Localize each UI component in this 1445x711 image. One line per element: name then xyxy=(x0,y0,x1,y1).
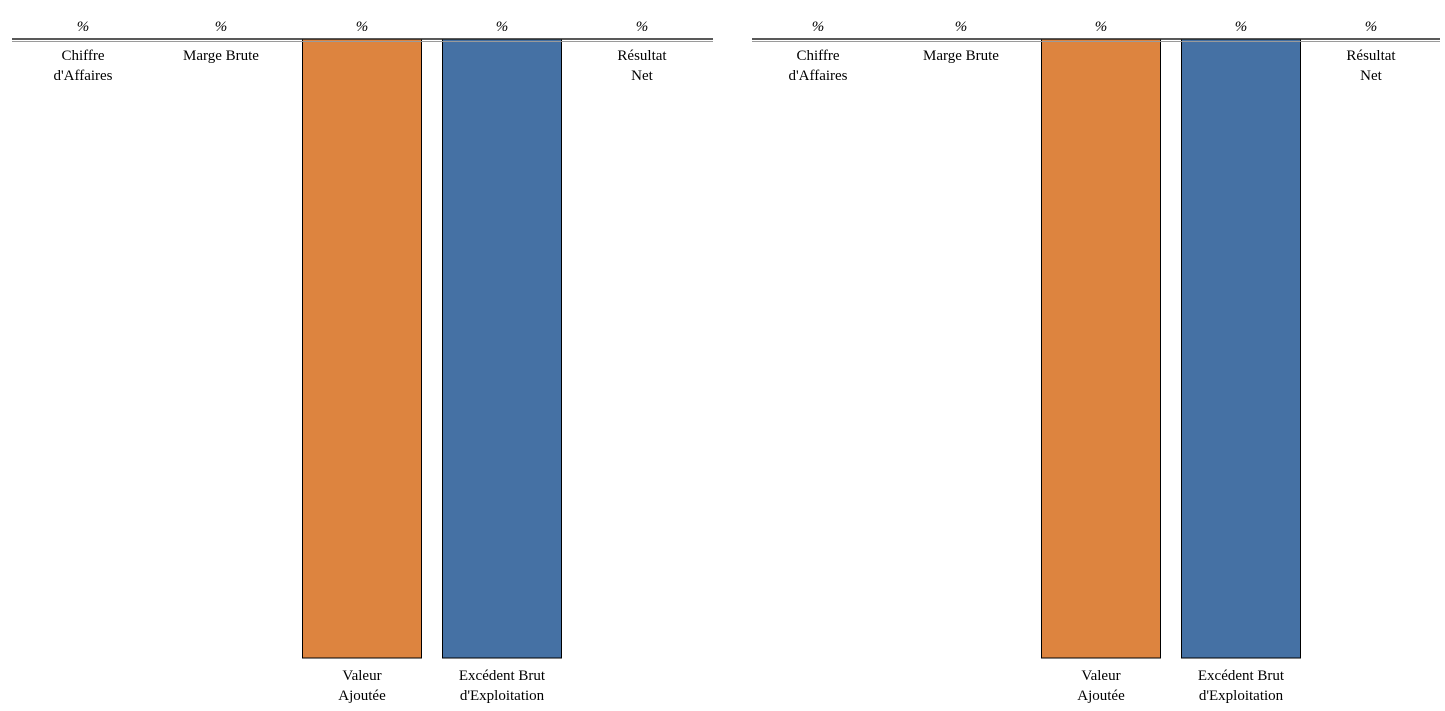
category-label-line: d'Affaires xyxy=(788,68,847,84)
category-label-line: Marge Brute xyxy=(923,48,999,64)
value-label: % xyxy=(955,19,968,35)
value-label: % xyxy=(1235,19,1248,35)
chart-right: % Chiffre d'Affaires% Marge Brute% Valeur Ajo… xyxy=(752,19,1440,704)
category-label: Valeur Ajoutée xyxy=(338,668,386,704)
bar xyxy=(442,38,562,659)
value-label: % xyxy=(356,19,369,35)
category-label-line: Excédent Brut xyxy=(459,668,546,684)
value-label: % xyxy=(636,19,649,35)
category-label-line: Chiffre xyxy=(61,48,104,64)
category-label-line: Ajoutée xyxy=(338,688,386,704)
category-label-line: Excédent Brut xyxy=(1198,668,1285,684)
category-label: Valeur Ajoutée xyxy=(1077,668,1125,704)
value-label: % xyxy=(1095,19,1108,35)
category-label: Marge Brute xyxy=(923,48,999,64)
category-label: Excédent Brut d'Exploitation xyxy=(459,668,546,704)
chart-left: % Chiffre d'Affaires% Marge Brute% Valeur Ajo… xyxy=(12,19,713,704)
category-label: Marge Brute xyxy=(183,48,259,64)
value-label: % xyxy=(812,19,825,35)
category-label-line: Valeur xyxy=(342,668,381,684)
category-label-line: Marge Brute xyxy=(183,48,259,64)
category-label-line: d'Exploitation xyxy=(460,688,545,704)
bar xyxy=(302,38,422,659)
bar xyxy=(1041,38,1161,659)
value-label: % xyxy=(1365,19,1378,35)
category-label-line: Résultat xyxy=(617,48,667,64)
category-label-line: Net xyxy=(1360,68,1382,84)
category-label: Chiffre d'Affaires xyxy=(788,48,847,84)
value-label: % xyxy=(77,19,90,35)
category-label-line: d'Exploitation xyxy=(1199,688,1284,704)
category-label: Résultat Net xyxy=(617,48,667,84)
category-label-line: Chiffre xyxy=(796,48,839,64)
category-label: Résultat Net xyxy=(1346,48,1396,84)
category-label: Excédent Brut d'Exploitation xyxy=(1198,668,1285,704)
category-label-line: Résultat xyxy=(1346,48,1396,64)
bar xyxy=(1181,38,1301,659)
category-label: Chiffre d'Affaires xyxy=(53,48,112,84)
category-label-line: Valeur xyxy=(1081,668,1120,684)
value-label: % xyxy=(496,19,509,35)
category-label-line: d'Affaires xyxy=(53,68,112,84)
category-label-line: Net xyxy=(631,68,653,84)
value-label: % xyxy=(215,19,228,35)
category-label-line: Ajoutée xyxy=(1077,688,1125,704)
